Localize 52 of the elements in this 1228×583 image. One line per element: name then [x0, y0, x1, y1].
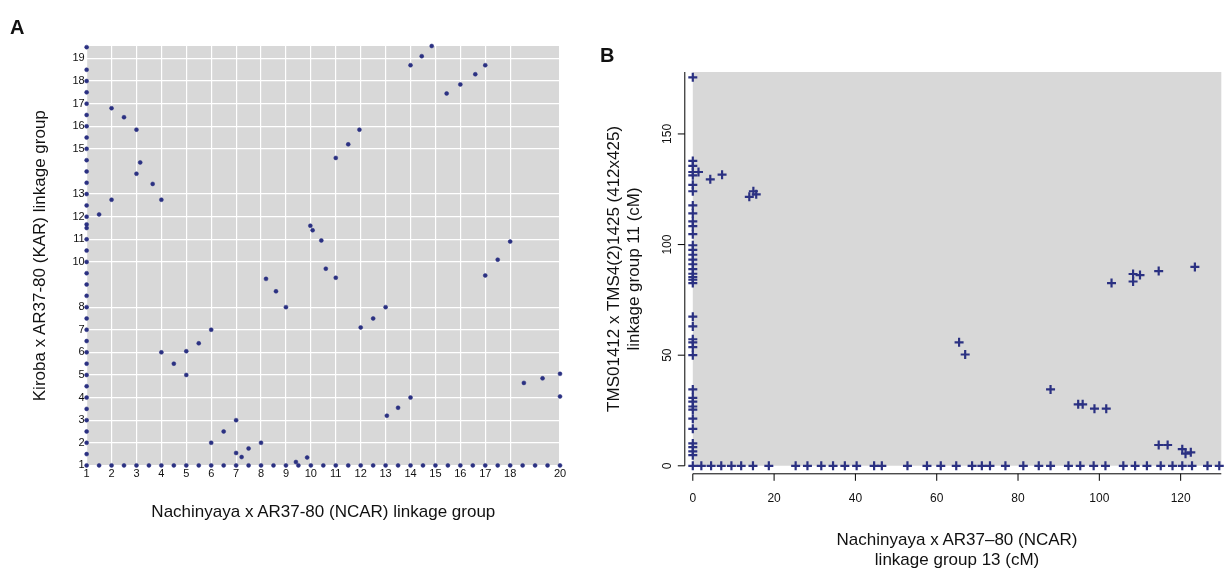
y-tick-label: 4 [78, 390, 85, 403]
x-tick-label: 6 [208, 467, 215, 480]
y-tick-label: 19 [72, 51, 85, 64]
y-tick-label: 3 [78, 413, 85, 426]
x-tick-label: 7 [233, 467, 240, 480]
y-tick-label: 100 [660, 234, 675, 255]
y-tick-label: 15 [72, 141, 85, 154]
x-tick-label: 18 [504, 467, 517, 480]
x-tick-label: 14 [404, 467, 417, 480]
x-tick-label: 100 [1089, 491, 1110, 506]
y-tick-label: 6 [78, 345, 85, 358]
x-tick-label: 20 [553, 467, 567, 480]
y-tick-label: 150 [660, 123, 675, 144]
chart-title: A [10, 15, 25, 38]
y-tick-label: 11 [73, 232, 85, 245]
x-tick-label: 17 [479, 467, 492, 480]
x-tick-label: 12 [354, 467, 367, 480]
y-tick-label: 18 [72, 74, 85, 87]
x-tick-label: 5 [183, 467, 190, 480]
x-tick-label: 2 [108, 467, 115, 480]
y-tick-label: 10 [72, 254, 85, 267]
x-axis-title: Nachinyaya x AR37–80 (NCAR) linkage group 13 (cM) [836, 530, 1078, 570]
x-tick-label: 0 [689, 491, 697, 506]
x-tick-label: 40 [848, 491, 863, 506]
x-axis-title: Nachinyaya x AR37-80 (NCAR) linkage group [151, 502, 496, 522]
y-tick-label: 17 [72, 96, 85, 109]
y-tick-label: 16 [72, 119, 85, 132]
x-tick-label: 8 [257, 467, 265, 480]
y-tick-label: 12 [72, 209, 85, 222]
x-tick-label: 9 [282, 467, 290, 480]
x-tick-label: 16 [454, 467, 467, 480]
y-axis-title: TMS01412 x TMS4(2)1425 (412x425) linkage group 11 (cM) [603, 125, 644, 412]
y-axis-title: Kiroba x AR37-80 (KAR) linkage group [29, 110, 49, 402]
x-tick-label: 3 [133, 467, 140, 480]
y-tick-label: 1 [78, 458, 85, 471]
y-tick-label: 8 [78, 300, 85, 313]
x-tick-label: 4 [158, 467, 165, 480]
chart-title: B [600, 43, 615, 66]
x-tick-label: 11 [330, 467, 342, 480]
y-tick-label: 0 [660, 462, 675, 470]
x-tick-label: 13 [379, 467, 392, 480]
y-tick-label: 7 [78, 322, 85, 335]
x-tick-label: 10 [304, 467, 317, 480]
x-tick-label: 120 [1170, 491, 1191, 506]
y-tick-label: 13 [72, 187, 85, 200]
y-tick-label: 5 [78, 367, 85, 380]
y-tick-label: 50 [660, 348, 675, 362]
x-tick-label: 60 [930, 491, 944, 506]
x-tick-label: 20 [767, 491, 782, 506]
y-tick-label: 2 [78, 435, 85, 448]
x-tick-label: 80 [1011, 491, 1026, 506]
x-tick-label: 15 [429, 467, 442, 480]
